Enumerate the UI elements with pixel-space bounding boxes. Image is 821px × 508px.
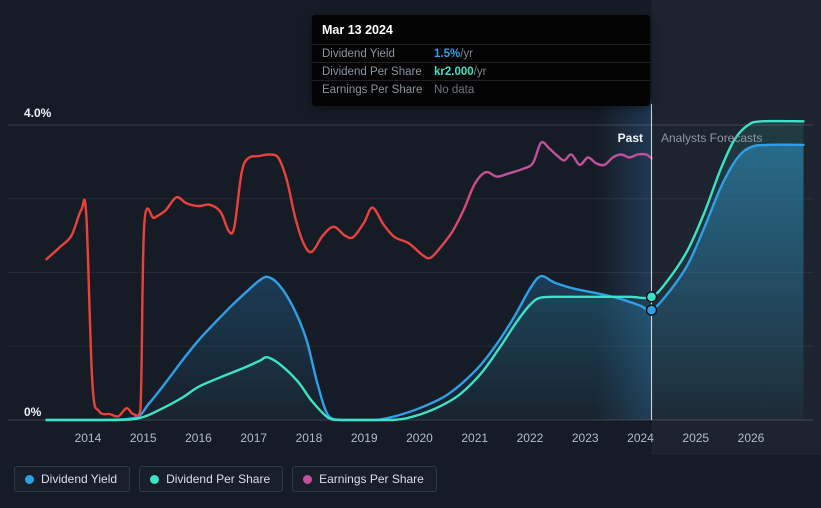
x-axis-label-2017: 2017 [240,431,267,445]
x-axis-label-2019: 2019 [351,431,378,445]
legend-item-earnings-per-share[interactable]: Earnings Per Share [292,466,437,492]
x-axis-label-2014: 2014 [75,431,102,445]
legend-dot-dividend-yield [25,474,34,484]
legend-dot-earnings-per-share [303,474,313,484]
series-line-dividend-yield [45,143,805,422]
y-axis-label-top: 4.0% [24,106,52,120]
x-axis-label-2016: 2016 [185,431,212,445]
tooltip-row-suffix: /yr [473,65,487,78]
series-line-earnings-per-share [45,140,653,418]
tooltip-row-dividend-yield: Dividend Yield 1.5% /yr [312,44,650,62]
legend-label: Earnings Per Share [319,472,424,486]
x-axis-label-2021: 2021 [461,431,488,445]
tooltip-row-suffix: /yr [460,47,473,60]
x-axis-label-2022: 2022 [517,431,544,445]
x-axis-label-2025: 2025 [682,431,709,445]
legend-item-dividend-per-share[interactable]: Dividend Per Share [139,466,284,492]
x-axis-label-2020: 2020 [406,431,433,445]
tooltip-row-label: Dividend Per Share [322,65,422,78]
x-axis-label-2018: 2018 [296,431,323,445]
tooltip-row-value: 1.5% [434,47,461,60]
chart-tooltip: Mar 13 2024 Dividend Yield 1.5% /yr Divi… [312,15,650,106]
legend-item-dividend-yield[interactable]: Dividend Yield [14,466,131,492]
legend-label: Dividend Yield [41,472,118,486]
tooltip-date: Mar 13 2024 [322,23,393,37]
tooltip-row-value: kr2.000 [434,65,474,78]
series-line-dividend-per-share [45,119,805,422]
tooltip-row-earnings-per-share: Earnings Per Share No data [312,80,650,98]
tooltip-row-label: Earnings Per Share [322,83,423,96]
marker-dot-dividend-per-share[interactable] [645,291,658,303]
x-axis-label-2023: 2023 [572,431,599,445]
x-axis-label-2015: 2015 [130,431,157,445]
x-axis-label-2024: 2024 [627,431,654,445]
legend-dot-dividend-per-share [150,474,160,484]
tooltip-row-label: Dividend Yield [322,47,395,60]
tooltip-row-dividend-per-share: Dividend Per Share kr2.000 /yr [312,62,650,80]
y-axis-label-zero: 0% [24,405,42,419]
x-axis-label-2026: 2026 [738,431,765,445]
legend-label: Dividend Per Share [166,472,271,486]
marker-dot-dividend-yield[interactable] [645,304,658,316]
analysts-forecasts-label: Analysts Forecasts [661,131,763,145]
chart-legend: Dividend Yield Dividend Per Share Earnin… [14,466,437,492]
tooltip-row-value: No data [434,83,475,96]
series-area-dividend-per-share [46,121,804,421]
past-label: Past [617,131,643,145]
